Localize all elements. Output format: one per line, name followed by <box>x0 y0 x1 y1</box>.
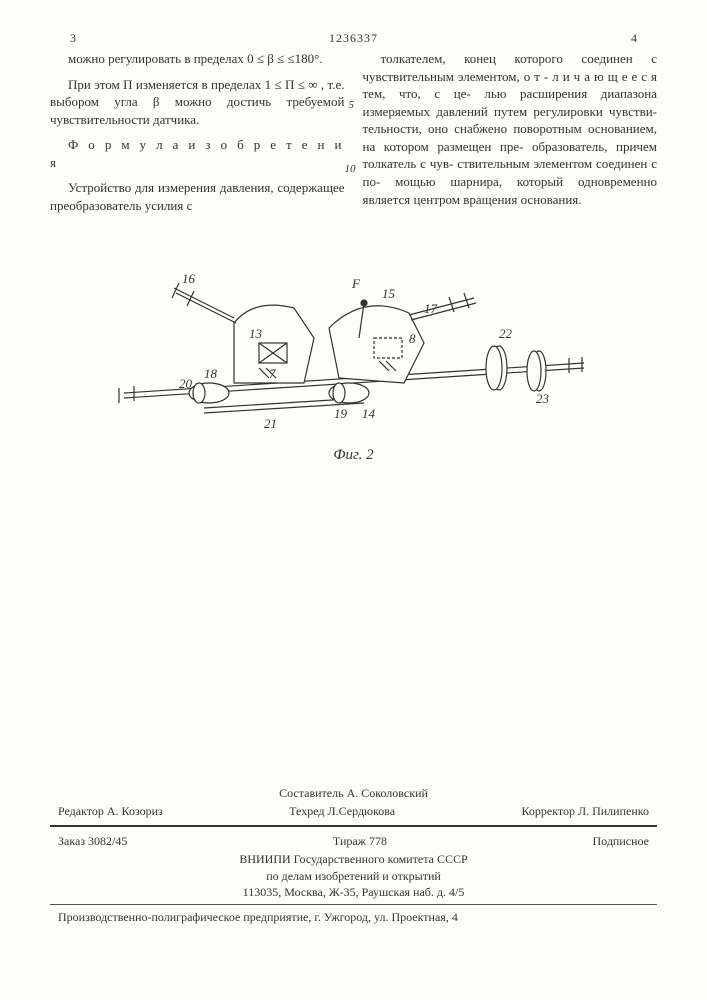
organization-line1: ВНИИПИ Государственного комитета СССР <box>50 851 657 867</box>
label-16: 16 <box>182 271 196 286</box>
line-number: 10 <box>345 162 356 177</box>
left-column: можно регулировать в пределах 0 ≤ β ≤ ≤1… <box>50 50 345 222</box>
organization-line2: по делам изобретений и открытий <box>50 868 657 884</box>
corrector: Корректор Л. Пилипенко <box>521 803 649 819</box>
compiler-line: Составитель А. Соколовский <box>50 785 657 801</box>
page-number-right: 4 <box>631 30 637 46</box>
label-7: 7 <box>269 366 276 381</box>
document-footer: Составитель А. Соколовский Редактор А. К… <box>50 785 657 925</box>
subscription: Подписное <box>593 833 650 849</box>
paragraph: можно регулировать в пределах 0 ≤ β ≤ ≤1… <box>50 50 345 68</box>
text-columns: можно регулировать в пределах 0 ≤ β ≤ ≤1… <box>50 50 657 222</box>
mechanical-diagram: 16 13 7 F 15 17 8 22 23 20 18 21 19 14 <box>104 243 604 443</box>
right-column: 5 10 толкателем, конец которого соединен… <box>363 50 658 222</box>
document-number: 1236337 <box>76 30 631 46</box>
label-23: 23 <box>536 391 550 406</box>
label-18: 18 <box>204 366 218 381</box>
figure-2: 16 13 7 F 15 17 8 22 23 20 18 21 19 14 Ф… <box>50 243 657 465</box>
label-13: 13 <box>249 326 263 341</box>
label-22: 22 <box>499 326 513 341</box>
paragraph: При этом П изменяется в пределах 1 ≤ П ≤… <box>50 76 345 129</box>
printer-line: Производственно-полиграфическое предприя… <box>50 909 657 925</box>
tirazh: Тираж 778 <box>333 833 387 849</box>
label-14: 14 <box>362 406 376 421</box>
paragraph: толкателем, конец которого соединен с чу… <box>363 50 658 208</box>
editor: Редактор А. Козориз <box>58 803 163 819</box>
line-number: 5 <box>349 98 355 113</box>
formula-heading: Ф о р м у л а и з о б р е т е н и я <box>50 136 345 171</box>
label-8: 8 <box>409 331 416 346</box>
figure-caption: Фиг. 2 <box>50 445 657 465</box>
label-15: 15 <box>382 286 396 301</box>
label-20: 20 <box>179 376 193 391</box>
label-F: F <box>351 276 361 291</box>
label-21: 21 <box>264 416 277 431</box>
label-19: 19 <box>334 406 348 421</box>
tech-editor: Техред Л.Сердюкова <box>289 803 395 819</box>
paragraph: Устройство для измерения давления, содер… <box>50 179 345 214</box>
label-17: 17 <box>424 301 438 316</box>
order-number: Заказ 3082/45 <box>58 833 127 849</box>
address: 113035, Москва, Ж-35, Раушская наб. д. 4… <box>50 884 657 900</box>
page-header: 3 1236337 4 <box>50 30 657 46</box>
